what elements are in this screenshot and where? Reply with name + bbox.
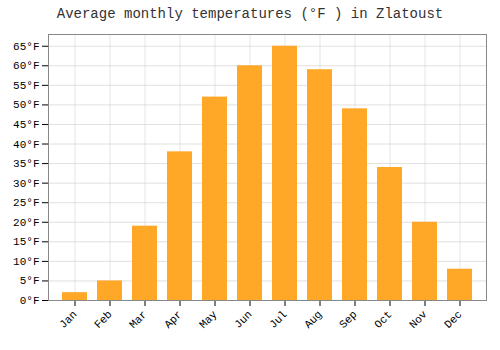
svg-text:Dec: Dec	[442, 308, 464, 330]
svg-text:Aug: Aug	[302, 308, 324, 330]
svg-text:May: May	[197, 308, 220, 331]
svg-text:Nov: Nov	[407, 308, 430, 331]
svg-text:Sep: Sep	[337, 308, 359, 330]
svg-text:55°F: 55°F	[13, 80, 39, 92]
svg-text:40°F: 40°F	[13, 139, 39, 151]
svg-text:20°F: 20°F	[13, 217, 39, 229]
svg-text:30°F: 30°F	[13, 178, 39, 190]
svg-text:Jun: Jun	[232, 308, 254, 330]
svg-text:Jan: Jan	[57, 308, 79, 330]
svg-text:Jul: Jul	[267, 308, 289, 330]
svg-text:65°F: 65°F	[13, 41, 39, 53]
svg-text:5°F: 5°F	[20, 275, 40, 287]
svg-text:60°F: 60°F	[13, 60, 39, 72]
svg-text:25°F: 25°F	[13, 197, 39, 209]
svg-text:50°F: 50°F	[13, 99, 39, 111]
svg-text:Mar: Mar	[127, 308, 149, 330]
html-text:Average monthly temperatures (: Average monthly temperatures (°F ) in Zl…	[56, 6, 444, 22]
svg-text:45°F: 45°F	[13, 119, 39, 131]
svg-text:0°F: 0°F	[20, 295, 40, 307]
svg-text:15°F: 15°F	[13, 236, 39, 248]
svg-text:Oct: Oct	[372, 308, 394, 330]
svg-text:Feb: Feb	[92, 308, 114, 330]
svg-text:35°F: 35°F	[13, 158, 39, 170]
svg-text:10°F: 10°F	[13, 256, 39, 268]
svg-text:Apr: Apr	[162, 308, 184, 330]
